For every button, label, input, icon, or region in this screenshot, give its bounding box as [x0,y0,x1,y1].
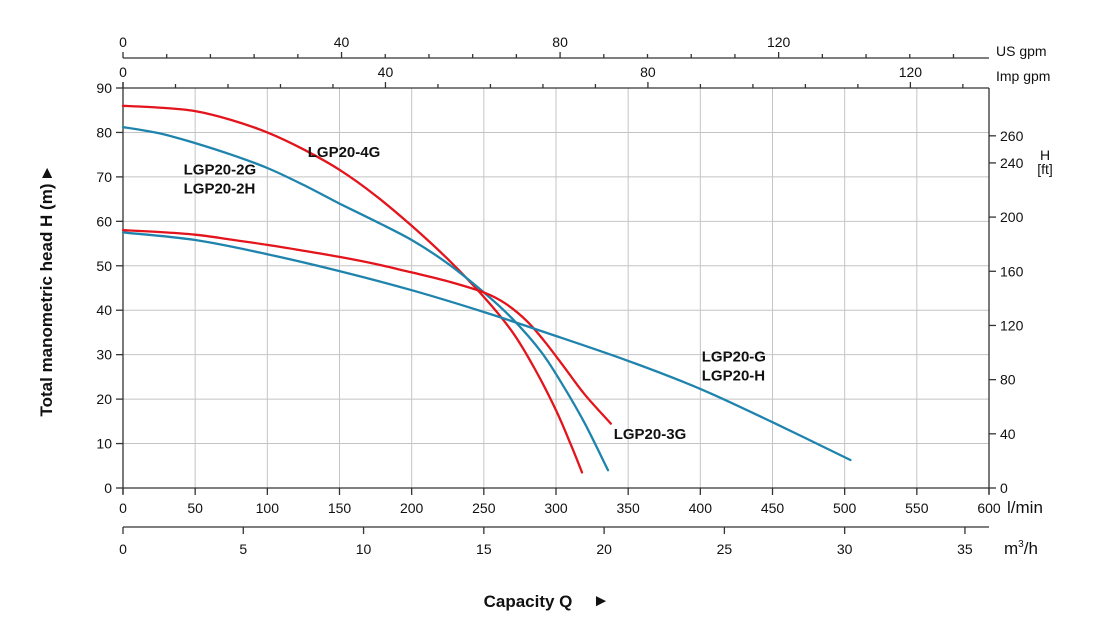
y-axis-title-arrow: ► [37,165,56,182]
curve-lgp20-4g [121,104,584,474]
us-gpm-tick-label: 40 [334,34,350,50]
y-tick-label: 70 [96,169,112,185]
series-label-lgp20-g-lgp20-h: LGP20-H [702,367,765,384]
imp-gpm-tick-label: 0 [119,64,127,80]
curve-lgp20-3g [121,229,612,425]
m3h-unit-sup: 3 [1018,539,1024,550]
x-tick-label: 250 [472,500,496,516]
m3h-tick-label: 10 [356,541,372,557]
m3h-tick-label: 20 [596,541,612,557]
y-tick-label: 40 [96,302,112,318]
x-tick-label: 600 [977,500,1001,516]
us-gpm-tick-label: 120 [767,34,791,50]
m3h-tick-label: 35 [957,541,973,557]
y-tick-label: 80 [96,124,112,140]
y-tick-label: 60 [96,213,112,229]
curve-lgp20-2g-lgp20-2h [121,125,610,472]
series-label-lgp20-4g: LGP20-4G [308,144,381,161]
x-tick-label: 150 [328,500,352,516]
ft-tick-label: 200 [1000,209,1024,225]
y-tick-label: 50 [96,258,112,274]
m3h-unit-main: m [1004,539,1018,558]
axes: 0102030405060708090040801201602002402600… [96,34,1023,557]
x-tick-label: 400 [689,500,713,516]
y-tick-label: 0 [104,480,112,496]
m3h-unit: m3/h [1004,539,1038,558]
ft-unit-bottom: [ft] [1037,161,1053,177]
ft-tick-label: 160 [1000,263,1024,279]
us-gpm-unit: US gpm [996,43,1047,59]
us-gpm-tick-label: 80 [552,34,568,50]
y-tick-label: 20 [96,391,112,407]
series-label-lgp20-3g: LGP20-3G [614,426,687,443]
ft-tick-label: 80 [1000,372,1016,388]
ft-tick-label: 40 [1000,426,1016,442]
performance-curves [121,104,852,474]
y-tick-label: 10 [96,436,112,452]
imp-gpm-tick-label: 40 [378,64,394,80]
m3h-tick-label: 0 [119,541,127,557]
y-axis-title: Total manometric head H (m) [37,184,56,417]
x-tick-label: 50 [187,500,203,516]
ft-tick-label: 0 [1000,480,1008,496]
us-gpm-tick-label: 0 [119,34,127,50]
series-label-lgp20-2g-lgp20-2h: LGP20-2H [184,181,256,198]
curve-lgp20-g-lgp20-h [121,231,852,462]
m3h-tick-label: 15 [476,541,492,557]
y-tick-label: 30 [96,347,112,363]
x-tick-label: 500 [833,500,857,516]
x-tick-label: 300 [544,500,568,516]
ft-tick-label: 260 [1000,128,1024,144]
x-tick-label: 350 [616,500,640,516]
series-label-lgp20-g-lgp20-h: LGP20-G [702,348,766,365]
m3h-unit-rest: /h [1024,539,1038,558]
series-labels: LGP20-4G LGP20-2G LGP20-2H LGP20-3G LGP20-G L… [184,144,766,443]
ft-tick-label: 120 [1000,317,1024,333]
ft-unit-top: H [1040,147,1050,163]
series-label-lgp20-2g-lgp20-2h: LGP20-2G [184,162,257,179]
lmin-unit: l/min [1007,498,1043,517]
imp-gpm-tick-label: 80 [640,64,656,80]
x-tick-label: 0 [119,500,127,516]
x-tick-label: 200 [400,500,424,516]
x-tick-label: 100 [256,500,280,516]
y-tick-label: 90 [96,80,112,96]
imp-gpm-tick-label: 120 [899,64,923,80]
x-axis-title-arrow: ► [593,591,610,610]
m3h-tick-label: 30 [837,541,853,557]
x-tick-label: 450 [761,500,785,516]
x-tick-label: 550 [905,500,929,516]
x-axis-title: Capacity Q [484,592,573,611]
m3h-tick-label: 25 [717,541,733,557]
m3h-tick-label: 5 [239,541,247,557]
ft-tick-label: 240 [1000,155,1024,171]
imp-gpm-unit: Imp gpm [996,68,1050,84]
grid [123,88,989,488]
